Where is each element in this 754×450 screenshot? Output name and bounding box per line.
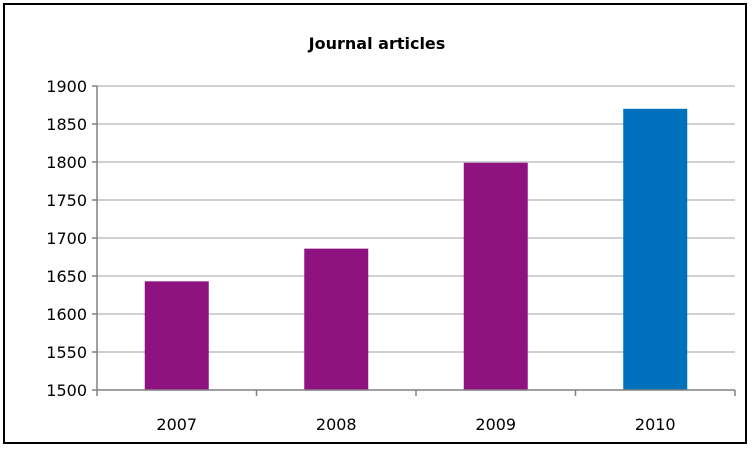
x-tick-label: 2010	[635, 415, 676, 434]
bars	[144, 108, 688, 391]
y-tick-label: 1800	[46, 153, 87, 172]
y-tick-label: 1750	[46, 191, 87, 210]
y-tick-label: 1550	[46, 343, 87, 362]
y-tick-label: 1700	[46, 229, 87, 248]
x-tick-label: 2008	[316, 415, 357, 434]
chart-frame	[3, 3, 747, 444]
bar-2009	[463, 162, 528, 390]
bar-2010	[623, 108, 688, 391]
y-tick-label: 1600	[46, 305, 87, 324]
axes	[92, 85, 736, 396]
x-tick-label: 2007	[156, 415, 197, 434]
chart-title: Journal articles	[308, 34, 446, 53]
bar-2008	[304, 248, 369, 390]
y-tick-label: 1650	[46, 267, 87, 286]
y-tick-label: 1900	[46, 77, 87, 96]
y-tick-label: 1850	[46, 115, 87, 134]
x-tick-label: 2009	[475, 415, 516, 434]
y-tick-label: 1500	[46, 381, 87, 400]
bar-2007	[144, 281, 209, 390]
x-axis-tick-labels: 2007 2008 2009 2010	[156, 415, 675, 434]
y-axis-tick-labels: 1500 1550 1600 1650 1700 1750 1800 1850 1900	[46, 77, 87, 400]
